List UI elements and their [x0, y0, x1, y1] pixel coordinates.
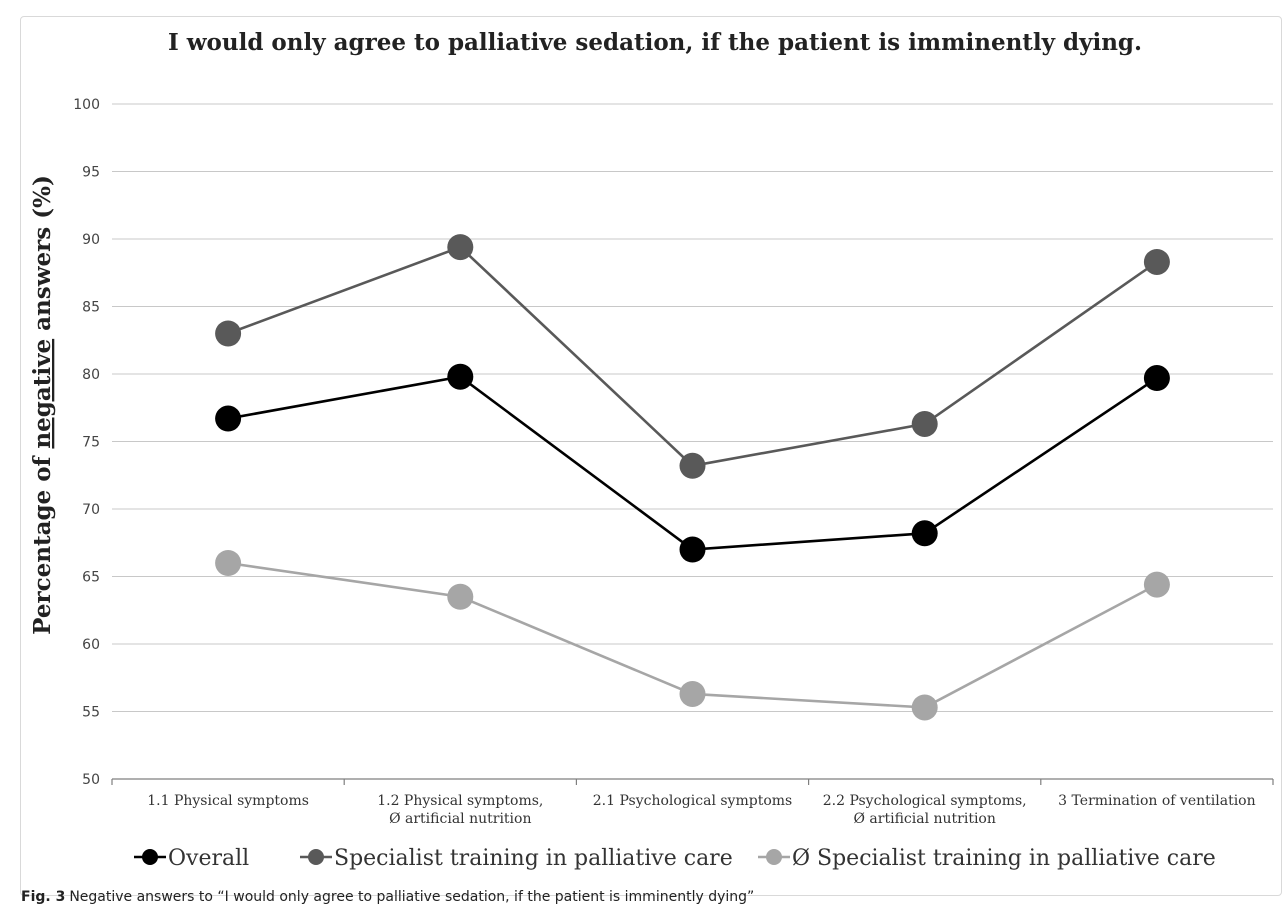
y-axis-label-suffix: answers (%) — [29, 175, 56, 339]
data-point — [679, 536, 706, 563]
x-tick-label: 2.2 Psychological symptoms, Ø artificial … — [823, 793, 1027, 827]
x-tick-label-line: 2.2 Psychological symptoms, — [823, 793, 1027, 809]
series-specialist-training-in-palliative-care — [215, 550, 1170, 721]
x-tick-label-line: 1.1 Physical symptoms — [147, 793, 309, 809]
data-point — [447, 363, 474, 390]
y-tick-label: 50 — [82, 772, 100, 788]
legend-marker — [308, 849, 324, 865]
y-tick-label: 90 — [82, 232, 100, 248]
data-point — [215, 405, 242, 432]
y-axis-label-prefix: Percentage of — [29, 449, 56, 635]
x-axis — [111, 778, 1274, 785]
series-line — [227, 245, 1158, 468]
y-tick-labels: 50 55 60 65 70 75 80 85 90 95 100 — [73, 97, 100, 788]
legend-label: Specialist training in palliative care — [334, 846, 733, 871]
legend-item: Specialist training in palliative care — [300, 846, 733, 871]
x-tick-label-line: 3 Termination of ventilation — [1058, 793, 1255, 809]
x-tick-label: 1.2 Physical symptoms, Ø artificial nutri… — [377, 793, 543, 827]
x-tick-label: 1.1 Physical symptoms — [147, 793, 309, 809]
legend-item: Ø Specialist training in palliative care — [758, 846, 1216, 871]
y-tick-label: 100 — [73, 97, 100, 113]
x-tick-labels: 1.1 Physical symptoms 1.2 Physical sympto… — [147, 793, 1255, 827]
series-overall — [215, 363, 1170, 563]
figure-label: Fig. 3 — [21, 889, 66, 905]
y-tick-label: 65 — [82, 570, 100, 586]
chart-title: I would only agree to palliative sedatio… — [168, 29, 1142, 56]
data-point — [1143, 365, 1170, 392]
series-layer — [215, 234, 1170, 721]
chart-frame — [20, 16, 1282, 896]
x-tick-label: 3 Termination of ventilation — [1058, 793, 1255, 809]
data-point — [215, 550, 242, 576]
data-point — [911, 410, 938, 437]
data-point — [1143, 248, 1170, 275]
legend-label: Overall — [168, 846, 249, 871]
y-tick-label: 95 — [82, 165, 100, 181]
data-point — [911, 694, 938, 721]
y-tick-label: 70 — [82, 502, 100, 518]
x-tick-label: 2.1 Psychological symptoms — [593, 793, 792, 809]
y-tick-label: 60 — [82, 637, 100, 653]
figure-caption: Fig. 3 Negative answers to “I would only … — [21, 889, 1281, 905]
y-axis-label-emphasis: negative — [29, 339, 56, 449]
x-tick-label-line: Ø artificial nutrition — [854, 811, 996, 827]
legend: Overall Specialist training in palliative… — [134, 846, 1216, 871]
y-tick-label: 75 — [82, 435, 100, 451]
data-point — [447, 583, 474, 610]
legend-marker — [766, 849, 782, 865]
x-tick-label-line: 1.2 Physical symptoms, — [377, 793, 543, 809]
data-point — [679, 680, 706, 707]
figure-caption-text: Negative answers to “I would only agree … — [69, 889, 755, 905]
legend-marker — [142, 849, 158, 865]
y-tick-label: 80 — [82, 367, 100, 383]
data-point — [679, 452, 706, 479]
data-point — [447, 234, 474, 261]
legend-label: Ø Specialist training in palliative care — [792, 846, 1216, 871]
y-tick-label: 85 — [82, 300, 100, 316]
grid-lines — [112, 103, 1273, 712]
series-specialist-training-in-palliative-care — [215, 234, 1170, 479]
data-point — [911, 520, 938, 547]
data-point — [215, 320, 242, 347]
data-point — [1143, 571, 1170, 598]
y-axis-label: Percentage of negative answers (%) — [29, 175, 56, 635]
legend-item: Overall — [134, 846, 249, 871]
y-tick-label: 55 — [82, 705, 100, 721]
x-tick-label-line: Ø artificial nutrition — [389, 811, 531, 827]
x-tick-label-line: 2.1 Psychological symptoms — [593, 793, 792, 809]
